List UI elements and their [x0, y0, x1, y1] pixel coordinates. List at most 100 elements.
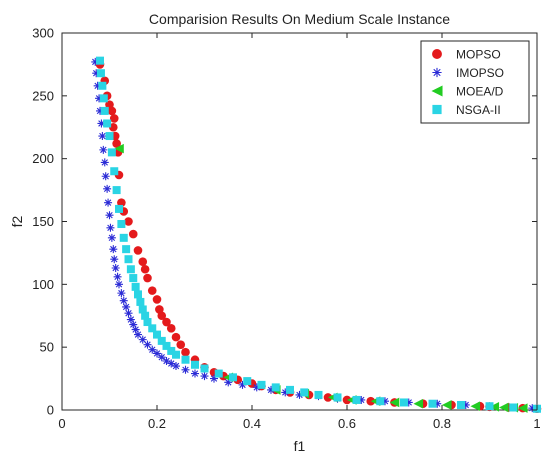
data-point	[148, 324, 157, 333]
data-point	[252, 383, 261, 392]
data-point	[105, 211, 114, 220]
data-point	[136, 297, 145, 306]
data-point	[181, 347, 190, 357]
data-point	[134, 290, 142, 299]
data-point	[200, 372, 209, 381]
data-point	[100, 158, 109, 167]
legend-entry-mopso: MOPSO	[432, 48, 501, 62]
x-tick-label: 0.6	[338, 416, 356, 431]
data-point	[172, 350, 180, 359]
data-point	[376, 397, 385, 406]
data-point	[138, 335, 147, 344]
y-tick-label: 250	[32, 88, 54, 103]
data-point	[152, 295, 162, 304]
data-point	[91, 57, 100, 66]
data-point	[214, 369, 223, 378]
data-point	[470, 401, 481, 412]
data-point	[281, 388, 290, 397]
legend-marker	[432, 104, 442, 115]
data-point	[314, 390, 323, 399]
data-point	[300, 388, 309, 397]
data-point	[119, 233, 128, 242]
data-point	[295, 390, 304, 399]
data-point	[99, 94, 108, 103]
data-point	[181, 355, 190, 364]
data-point	[461, 400, 470, 409]
data-point	[528, 404, 537, 413]
data-point	[129, 320, 138, 329]
data-point	[389, 397, 400, 408]
y-tick-label: 200	[32, 151, 54, 166]
legend-entry-moea-d: MOEA/D	[431, 85, 504, 99]
legend-entry-nsga-ii: NSGA-II	[432, 103, 501, 117]
data-point	[106, 223, 115, 232]
data-point	[99, 145, 108, 154]
data-point	[153, 330, 161, 339]
data-point	[133, 246, 143, 255]
y-tick-label: 100	[32, 277, 54, 292]
data-point	[129, 274, 138, 283]
data-point	[128, 229, 138, 239]
data-point	[96, 106, 104, 115]
legend-marker	[432, 49, 442, 59]
data-point	[107, 233, 116, 242]
data-point	[238, 380, 247, 389]
data-point	[162, 356, 171, 365]
data-point	[115, 204, 123, 213]
legend-label: IMOPSO	[456, 66, 504, 80]
data-point	[517, 403, 528, 413]
data-point	[95, 94, 104, 103]
data-point	[357, 395, 366, 404]
chart-title: Comparision Results On Medium Scale Inst…	[149, 11, 450, 27]
data-point	[143, 273, 152, 283]
data-point	[101, 172, 110, 181]
data-point	[110, 167, 119, 176]
data-point	[107, 148, 116, 157]
data-point	[441, 400, 452, 410]
data-point	[509, 403, 518, 412]
legend-entries: MOPSO IMOPSO MOEA/D NSGA-II	[431, 48, 504, 117]
legend-label: MOPSO	[456, 48, 501, 62]
x-tick-label: 0.4	[243, 416, 261, 431]
data-point	[122, 302, 131, 311]
data-point	[147, 286, 157, 295]
data-point	[172, 362, 180, 371]
data-point	[433, 399, 442, 408]
data-point	[224, 378, 233, 387]
data-point	[92, 69, 101, 78]
data-point	[112, 186, 121, 195]
data-point	[176, 340, 186, 349]
data-point	[138, 305, 147, 314]
data-point	[93, 81, 102, 90]
legend-label: NSGA-II	[456, 103, 501, 117]
data-point	[126, 315, 135, 324]
y-tick-label: 150	[32, 214, 54, 229]
data-point	[117, 198, 126, 207]
data-point	[191, 360, 199, 369]
data-point	[153, 349, 161, 358]
data-point	[166, 324, 176, 333]
data-point	[117, 220, 126, 229]
data-point	[98, 132, 107, 141]
y-axis-label: f2	[9, 215, 25, 227]
data-point	[171, 332, 181, 342]
data-point	[229, 373, 237, 382]
data-point	[107, 106, 117, 116]
x-tick-label: 0.2	[148, 416, 166, 431]
data-point	[114, 143, 124, 154]
data-point	[100, 106, 109, 115]
data-point	[140, 264, 150, 274]
data-point	[131, 325, 140, 334]
y-tick-label: 50	[40, 340, 54, 355]
data-point	[115, 280, 123, 289]
data-point	[167, 346, 176, 355]
data-point	[157, 311, 167, 321]
data-point	[162, 341, 171, 350]
data-point	[112, 139, 121, 148]
data-point	[457, 400, 465, 409]
data-point	[489, 402, 500, 412]
data-point	[96, 56, 104, 65]
data-point	[109, 122, 118, 132]
